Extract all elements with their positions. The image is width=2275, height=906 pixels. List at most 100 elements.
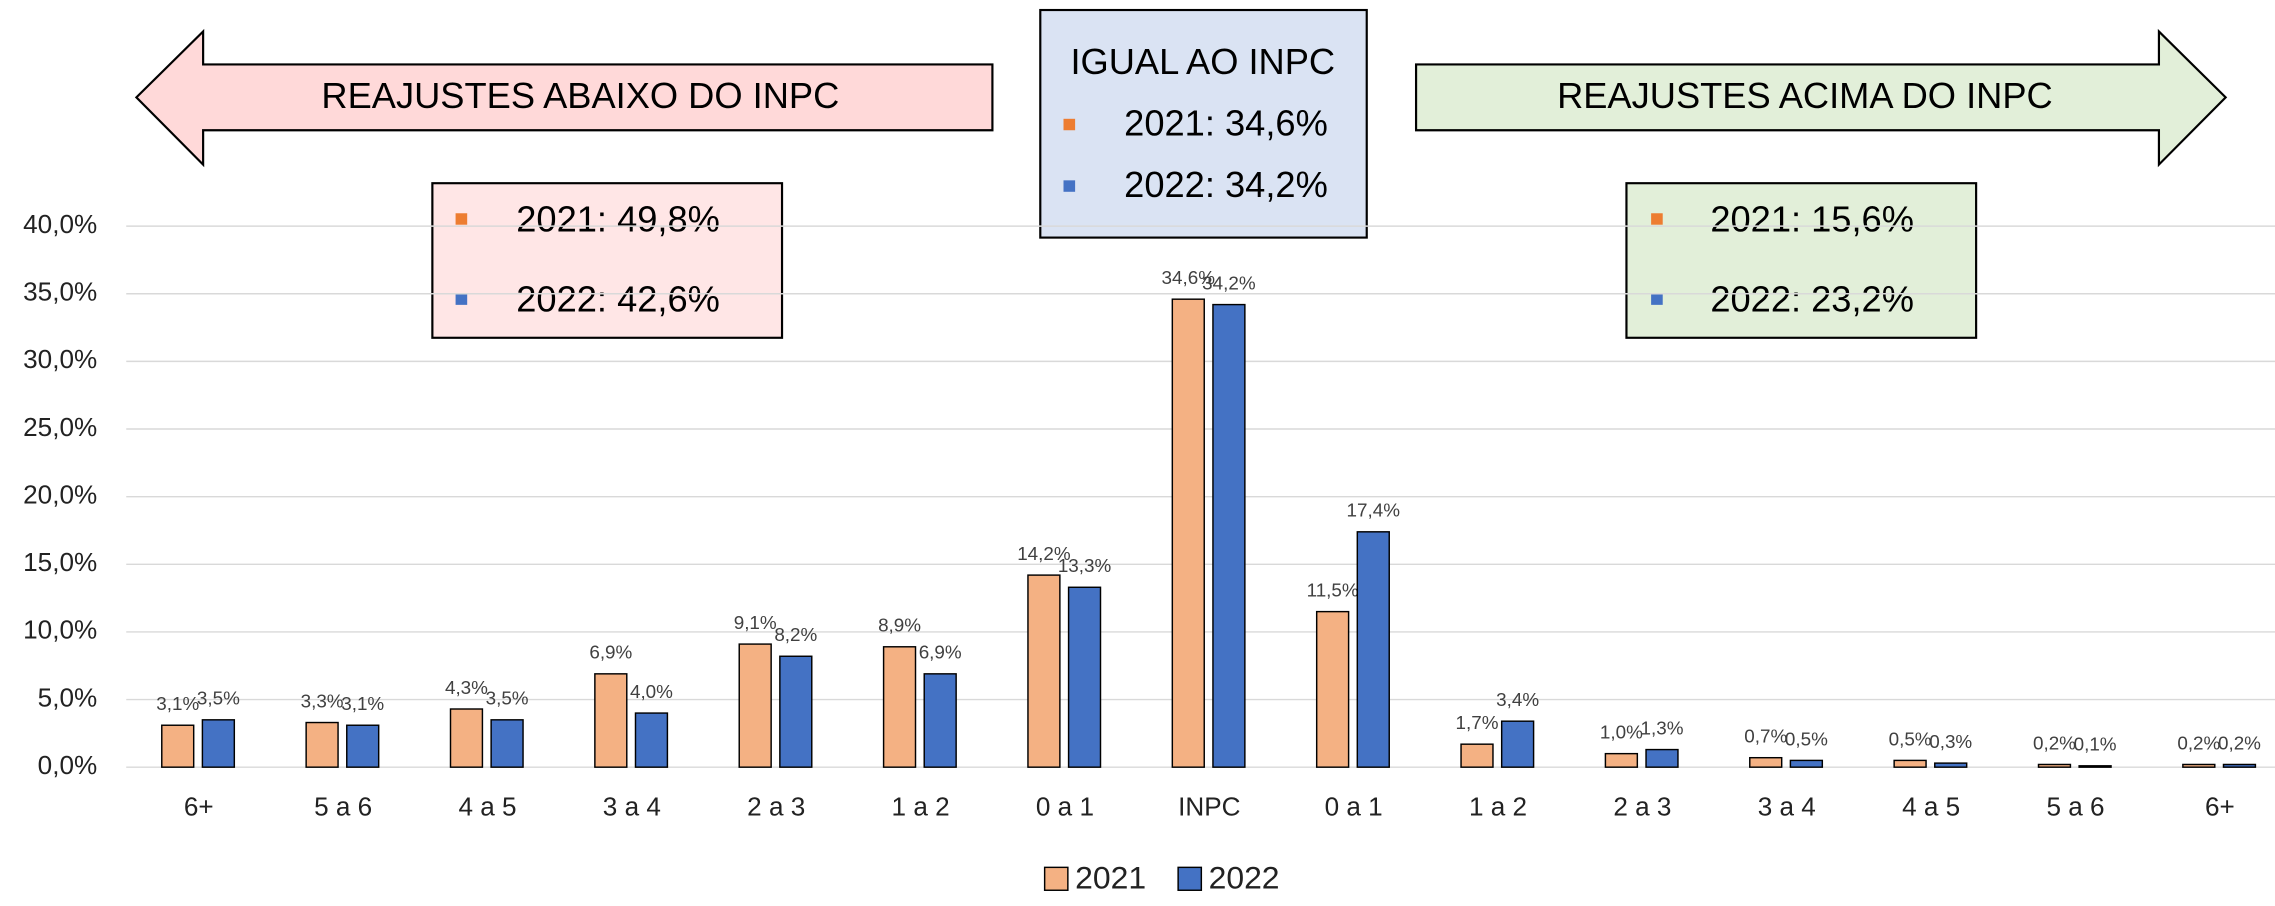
value-label: 4,0% bbox=[630, 681, 673, 702]
bar bbox=[1500, 720, 1535, 768]
value-label: 14,2% bbox=[1017, 543, 1070, 564]
value-label: 3,1% bbox=[156, 693, 199, 714]
value-label: 3,3% bbox=[301, 691, 344, 712]
bar bbox=[1067, 586, 1102, 768]
bar bbox=[1645, 748, 1679, 768]
bar bbox=[594, 673, 628, 768]
bar bbox=[1212, 303, 1246, 768]
x-tick-label: 5 a 6 bbox=[314, 794, 372, 822]
value-label: 0,3% bbox=[1929, 731, 1972, 752]
value-label: 4,3% bbox=[445, 677, 488, 698]
bar bbox=[2222, 763, 2257, 768]
y-tick-label: 35,0% bbox=[23, 279, 97, 307]
bar bbox=[1171, 298, 1205, 768]
box-equal-line: 2021: 34,6% bbox=[1124, 103, 1328, 144]
box-marker bbox=[1651, 293, 1663, 305]
bar bbox=[738, 643, 772, 768]
arrow-above-label: REAJUSTES ACIMA DO INPC bbox=[1557, 75, 2053, 116]
box-marker bbox=[1063, 118, 1076, 131]
value-label: 17,4% bbox=[1347, 500, 1400, 521]
bar bbox=[634, 712, 669, 768]
x-tick-label: 1 a 2 bbox=[1469, 794, 1527, 822]
bar bbox=[2037, 763, 2072, 768]
bar bbox=[346, 724, 380, 768]
bar bbox=[201, 719, 236, 768]
box-equal bbox=[1039, 8, 1368, 239]
box-above bbox=[1625, 182, 1978, 339]
value-label: 1,3% bbox=[1641, 718, 1684, 739]
y-tick-label: 10,0% bbox=[23, 617, 97, 645]
y-tick-label: 25,0% bbox=[23, 414, 97, 442]
bar bbox=[779, 655, 813, 768]
arrow-below bbox=[134, 28, 994, 168]
bar bbox=[1027, 574, 1061, 768]
value-label: 13,3% bbox=[1058, 555, 1111, 576]
value-label: 0,2% bbox=[2033, 732, 2076, 753]
legend-swatch bbox=[1177, 866, 1203, 891]
value-label: 3,1% bbox=[341, 693, 384, 714]
value-label: 0,1% bbox=[2074, 734, 2117, 755]
bar bbox=[2078, 765, 2112, 768]
y-tick-label: 20,0% bbox=[23, 482, 97, 510]
box-below-line: 2021: 49,8% bbox=[516, 199, 720, 240]
x-tick-label: 2 a 3 bbox=[1613, 794, 1671, 822]
y-tick-label: 15,0% bbox=[23, 549, 97, 577]
y-tick-label: 40,0% bbox=[23, 211, 97, 239]
bar bbox=[1893, 759, 1927, 768]
x-tick-label: 2 a 3 bbox=[747, 794, 805, 822]
bar bbox=[882, 646, 917, 768]
box-marker bbox=[1063, 180, 1076, 192]
box-above-line: 2021: 15,6% bbox=[1710, 199, 1914, 240]
value-label: 3,4% bbox=[1496, 689, 1539, 710]
value-label: 0,2% bbox=[2218, 732, 2261, 753]
arrow-above bbox=[1414, 28, 2228, 168]
y-tick-label: 5,0% bbox=[38, 685, 98, 713]
bar bbox=[1315, 610, 1350, 768]
value-label: 11,5% bbox=[1307, 580, 1359, 601]
bar bbox=[2182, 763, 2216, 768]
x-tick-label: 3 a 4 bbox=[603, 794, 661, 822]
x-tick-label: 4 a 5 bbox=[458, 794, 516, 822]
box-marker bbox=[455, 293, 468, 305]
x-tick-label: 1 a 2 bbox=[892, 794, 950, 822]
bar bbox=[1604, 752, 1639, 768]
value-label: 8,2% bbox=[774, 624, 817, 645]
bar bbox=[923, 673, 957, 768]
box-below bbox=[431, 182, 784, 339]
legend-swatch bbox=[1043, 866, 1069, 891]
x-tick-label: 0 a 1 bbox=[1036, 794, 1094, 822]
value-label: 3,5% bbox=[486, 688, 529, 709]
box-equal-title: IGUAL AO INPC bbox=[1070, 41, 1335, 82]
bar bbox=[305, 721, 339, 768]
bar bbox=[161, 724, 195, 768]
box-equal-line: 2022: 34,2% bbox=[1124, 164, 1328, 205]
value-label: 34,2% bbox=[1202, 273, 1255, 294]
bar bbox=[1460, 743, 1494, 768]
x-tick-label: 5 a 6 bbox=[2046, 794, 2104, 822]
box-above-line: 2022: 23,2% bbox=[1710, 279, 1914, 320]
value-label: 0,7% bbox=[1744, 726, 1787, 747]
value-label: 34,6% bbox=[1162, 267, 1215, 288]
value-label: 6,9% bbox=[919, 642, 962, 663]
box-marker bbox=[455, 213, 468, 225]
value-label: 0,5% bbox=[1889, 728, 1932, 749]
value-label: 0,2% bbox=[2177, 732, 2220, 753]
x-tick-label: 4 a 5 bbox=[1902, 794, 1960, 822]
bar bbox=[1749, 756, 1783, 768]
bar bbox=[1934, 762, 1968, 768]
box-below-line: 2022: 42,6% bbox=[516, 279, 720, 320]
bar bbox=[1789, 759, 1824, 768]
value-label: 6,9% bbox=[589, 642, 632, 663]
x-tick-label: 6+ bbox=[184, 794, 214, 822]
value-label: 1,7% bbox=[1456, 712, 1499, 733]
legend-label: 2022 bbox=[1209, 860, 1280, 896]
x-tick-label: 3 a 4 bbox=[1758, 794, 1816, 822]
x-tick-label: 6+ bbox=[2205, 794, 2235, 822]
legend-label: 2021 bbox=[1075, 860, 1146, 896]
value-label: 9,1% bbox=[734, 612, 777, 633]
box-markers bbox=[455, 118, 1663, 305]
bar bbox=[1356, 531, 1390, 768]
x-tick-label: INPC bbox=[1178, 794, 1240, 822]
bar bbox=[490, 719, 524, 768]
